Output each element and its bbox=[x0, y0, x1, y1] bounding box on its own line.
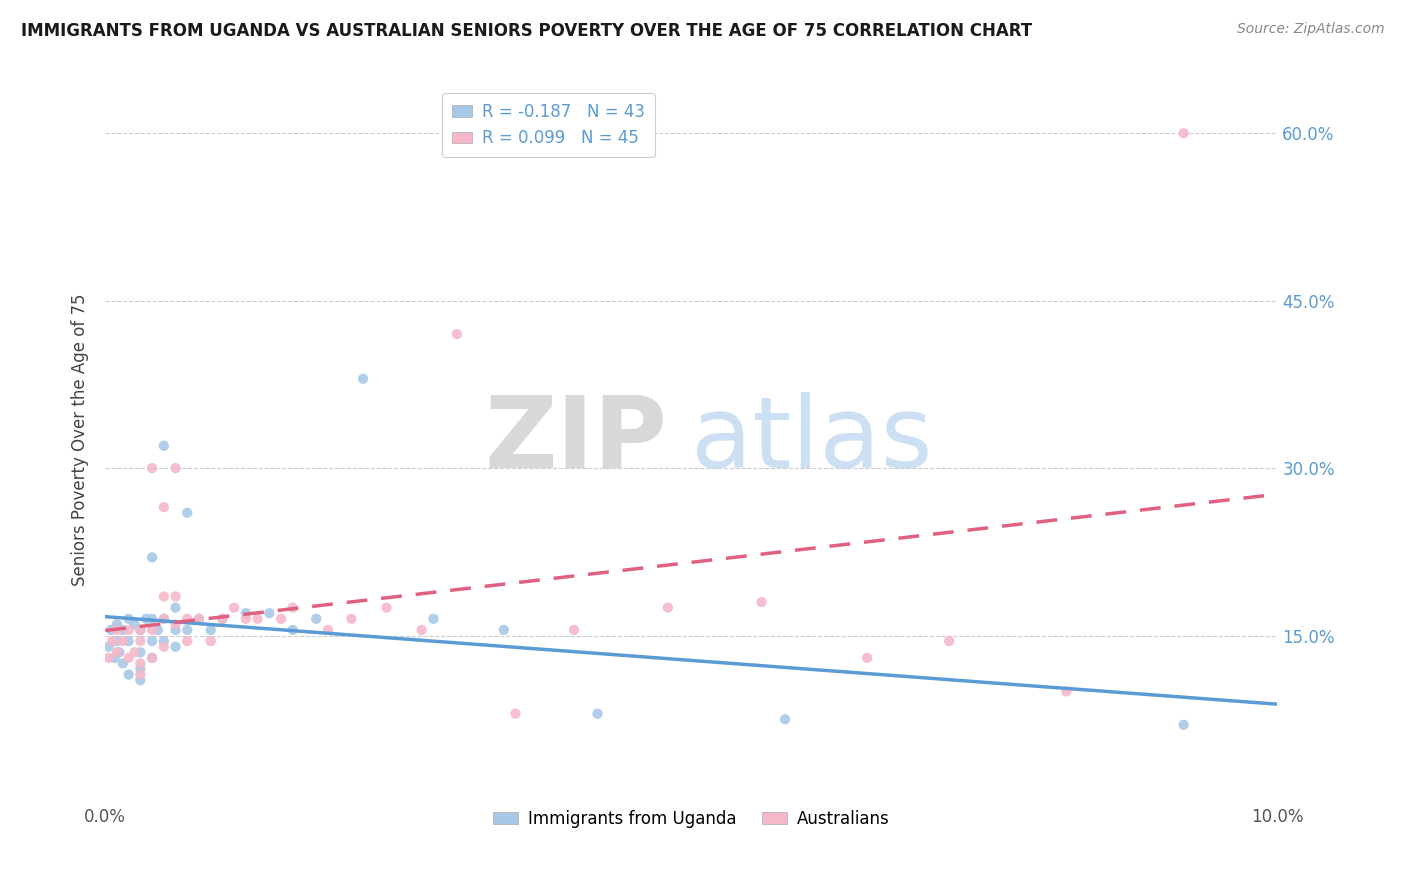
Point bbox=[492, 623, 515, 637]
Point bbox=[305, 612, 328, 626]
Point bbox=[1173, 718, 1195, 732]
Point bbox=[105, 623, 128, 637]
Point bbox=[141, 634, 163, 648]
Point bbox=[129, 657, 152, 671]
Point bbox=[118, 634, 141, 648]
Point bbox=[129, 673, 152, 688]
Y-axis label: Seniors Poverty Over the Age of 75: Seniors Poverty Over the Age of 75 bbox=[72, 294, 89, 586]
Point bbox=[129, 623, 152, 637]
Point bbox=[124, 617, 146, 632]
Point bbox=[165, 640, 187, 654]
Point bbox=[224, 600, 246, 615]
Point bbox=[141, 651, 163, 665]
Point bbox=[105, 617, 128, 632]
Point bbox=[281, 623, 304, 637]
Point bbox=[97, 651, 120, 665]
Point bbox=[657, 600, 679, 615]
Point bbox=[141, 461, 163, 475]
Point bbox=[352, 372, 374, 386]
Point bbox=[176, 612, 198, 626]
Point bbox=[153, 640, 176, 654]
Point bbox=[188, 612, 211, 626]
Point bbox=[153, 590, 176, 604]
Point bbox=[141, 623, 163, 637]
Point bbox=[200, 634, 222, 648]
Point bbox=[211, 612, 233, 626]
Point bbox=[108, 645, 131, 659]
Point bbox=[129, 645, 152, 659]
Point bbox=[141, 612, 163, 626]
Point bbox=[165, 600, 187, 615]
Point bbox=[101, 634, 124, 648]
Point bbox=[129, 634, 152, 648]
Point bbox=[1173, 126, 1195, 140]
Point bbox=[211, 612, 233, 626]
Point bbox=[111, 623, 134, 637]
Point bbox=[105, 634, 128, 648]
Point bbox=[111, 657, 134, 671]
Text: ZIP: ZIP bbox=[485, 392, 668, 489]
Point bbox=[141, 550, 163, 565]
Point bbox=[118, 612, 141, 626]
Point bbox=[153, 612, 176, 626]
Point bbox=[751, 595, 773, 609]
Point bbox=[340, 612, 363, 626]
Point bbox=[270, 612, 292, 626]
Point bbox=[153, 439, 176, 453]
Text: IMMIGRANTS FROM UGANDA VS AUSTRALIAN SENIORS POVERTY OVER THE AGE OF 75 CORRELAT: IMMIGRANTS FROM UGANDA VS AUSTRALIAN SEN… bbox=[21, 22, 1032, 40]
Point bbox=[259, 606, 281, 620]
Point bbox=[773, 712, 796, 726]
Point bbox=[141, 651, 163, 665]
Text: Source: ZipAtlas.com: Source: ZipAtlas.com bbox=[1237, 22, 1385, 37]
Point bbox=[118, 623, 141, 637]
Point bbox=[176, 623, 198, 637]
Point bbox=[118, 651, 141, 665]
Point bbox=[235, 612, 257, 626]
Point bbox=[129, 623, 152, 637]
Point bbox=[135, 612, 157, 626]
Point bbox=[188, 612, 211, 626]
Point bbox=[165, 623, 187, 637]
Point bbox=[176, 634, 198, 648]
Point bbox=[562, 623, 585, 637]
Point bbox=[97, 640, 120, 654]
Point bbox=[586, 706, 609, 721]
Legend: Immigrants from Uganda, Australians: Immigrants from Uganda, Australians bbox=[486, 803, 896, 835]
Point bbox=[176, 506, 198, 520]
Point bbox=[111, 634, 134, 648]
Point bbox=[146, 623, 169, 637]
Point bbox=[375, 600, 398, 615]
Point bbox=[153, 612, 176, 626]
Point bbox=[100, 623, 122, 637]
Point bbox=[316, 623, 339, 637]
Point bbox=[856, 651, 879, 665]
Point bbox=[104, 651, 127, 665]
Point bbox=[505, 706, 527, 721]
Point bbox=[281, 600, 304, 615]
Point bbox=[129, 667, 152, 681]
Point bbox=[118, 667, 141, 681]
Point bbox=[165, 461, 187, 475]
Point bbox=[411, 623, 433, 637]
Point bbox=[153, 634, 176, 648]
Point bbox=[165, 590, 187, 604]
Point bbox=[1054, 684, 1077, 698]
Point bbox=[153, 500, 176, 515]
Point bbox=[446, 327, 468, 342]
Point bbox=[124, 645, 146, 659]
Point bbox=[129, 662, 152, 676]
Point bbox=[938, 634, 960, 648]
Point bbox=[422, 612, 444, 626]
Point bbox=[165, 617, 187, 632]
Point bbox=[235, 606, 257, 620]
Point bbox=[246, 612, 269, 626]
Text: atlas: atlas bbox=[692, 392, 934, 489]
Point bbox=[200, 623, 222, 637]
Point bbox=[105, 645, 128, 659]
